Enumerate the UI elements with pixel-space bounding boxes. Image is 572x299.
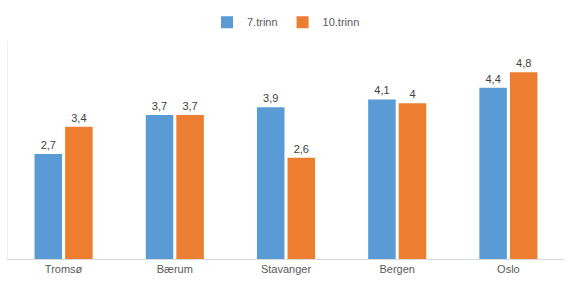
svg-text:Tromsø: Tromsø: [45, 263, 83, 275]
svg-text:10.trinn: 10.trinn: [323, 16, 360, 28]
svg-text:2,6: 2,6: [294, 143, 309, 155]
svg-text:3,7: 3,7: [152, 100, 167, 112]
svg-text:Bærum: Bærum: [157, 263, 193, 275]
svg-text:4,4: 4,4: [485, 73, 500, 85]
svg-text:Stavanger: Stavanger: [261, 263, 311, 275]
svg-text:4,8: 4,8: [516, 57, 531, 69]
svg-text:3,9: 3,9: [263, 92, 278, 104]
svg-text:Oslo: Oslo: [497, 263, 520, 275]
svg-text:4,1: 4,1: [374, 84, 389, 96]
svg-text:2,7: 2,7: [41, 139, 56, 151]
svg-text:3,4: 3,4: [71, 112, 86, 124]
svg-text:4: 4: [409, 88, 415, 100]
svg-text:7.trinn: 7.trinn: [247, 16, 278, 28]
svg-text:3,7: 3,7: [182, 100, 197, 112]
svg-text:Bergen: Bergen: [379, 263, 414, 275]
